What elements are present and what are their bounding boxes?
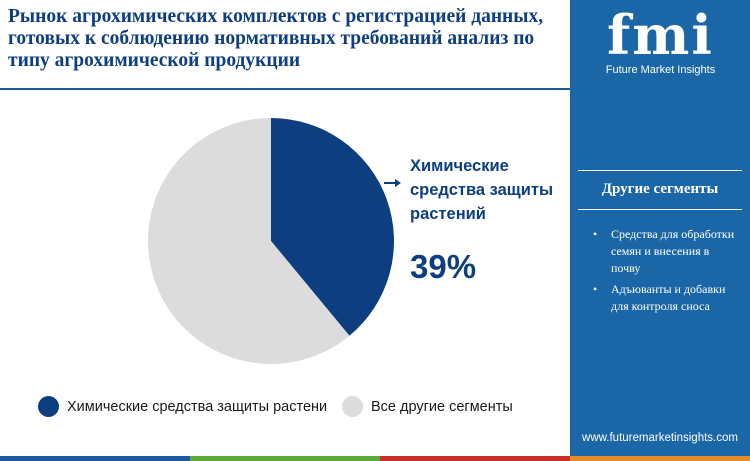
legend-item-other-segments: Все другие сегменты: [342, 396, 513, 417]
logo-subtitle: Future Market Insights: [605, 64, 716, 76]
list-item: • Средства для обработки семян и внесения…: [590, 226, 740, 277]
callout-arrow-icon: [395, 179, 401, 187]
sidebar: fmi Future Market Insights Другие сегмен…: [570, 0, 750, 461]
page-title: Рынок агрохимических комплектов с регист…: [8, 6, 544, 71]
legend-label: Химические средства защиты растени: [67, 398, 328, 415]
callout-label: Химические средства защиты растений: [410, 157, 554, 223]
sidebar-divider-bottom: [578, 209, 742, 210]
title-divider: [0, 88, 570, 90]
legend-swatch: [38, 396, 59, 417]
logo-letters: fmi: [607, 3, 714, 67]
sidebar-divider-top: [578, 170, 742, 171]
list-item: • Адъюванты и добавки для контроля сноса: [590, 281, 740, 315]
bullet-icon: •: [593, 227, 598, 241]
bottom-bar-green: [190, 456, 380, 461]
bottom-bar-blue: [0, 456, 190, 461]
legend-label: Все другие сегменты: [371, 398, 513, 415]
pie-slice-plant-protection: [271, 118, 394, 336]
callout-value: 39%: [410, 248, 477, 285]
pie-slice-other-segments: [147, 118, 350, 365]
sidebar-heading: Другие сегменты: [601, 181, 719, 197]
list-item-text: Адъюванты и добавки для контроля сноса: [611, 282, 726, 313]
fmi-logo: fmi Future Market Insights: [598, 6, 723, 76]
bullet-icon: •: [593, 282, 598, 296]
list-item-text: Средства для обработки семян и внесения …: [611, 227, 735, 275]
bottom-bar-orange: [570, 456, 750, 461]
legend-item-plant-protection: Химические средства защиты растени: [38, 396, 327, 417]
other-segments-list: • Средства для обработки семян и внесения…: [590, 226, 740, 319]
legend-swatch: [342, 396, 363, 417]
pie-chart: [147, 118, 401, 365]
bottom-bar-red: [380, 456, 570, 461]
website-link[interactable]: www.futuremarketinsights.com: [582, 432, 738, 444]
